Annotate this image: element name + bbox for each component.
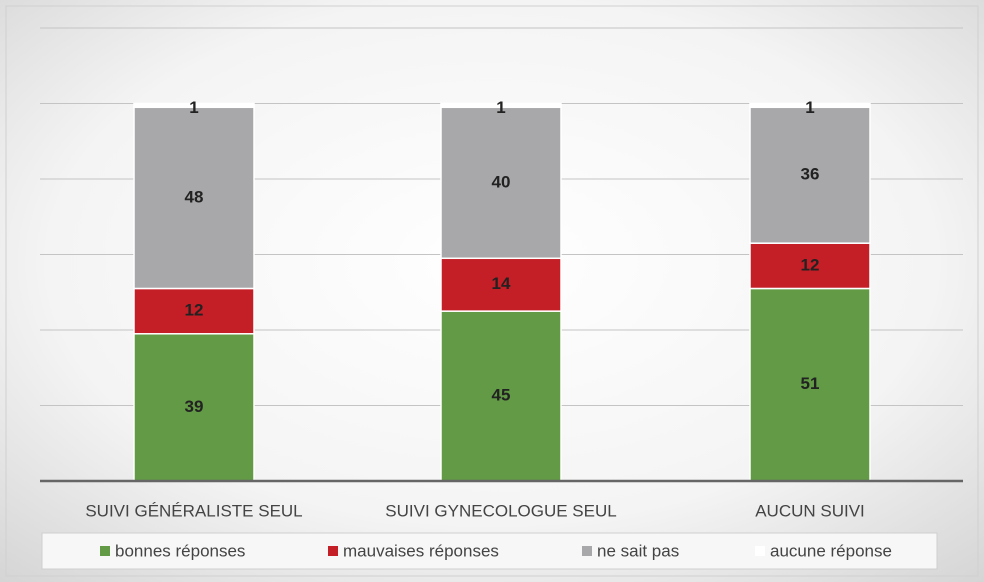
bar-segment <box>440 257 562 312</box>
legend-swatch <box>100 546 110 556</box>
legend-box <box>41 532 938 570</box>
data-label: 51 <box>801 374 820 393</box>
bar-segment <box>133 287 255 335</box>
x-tick-label: SUIVI GYNECOLOGUE SEUL <box>385 501 616 520</box>
bar-segment <box>749 242 871 290</box>
legend-swatch <box>328 546 338 556</box>
legend-label: bonnes réponses <box>115 541 245 560</box>
data-label: 48 <box>185 187 204 206</box>
data-label: 1 <box>189 98 198 117</box>
data-label: 45 <box>492 386 511 405</box>
bar-segment <box>440 106 562 260</box>
bar-segment <box>749 287 871 482</box>
x-tick-label: SUIVI GÉNÉRALISTE SEUL <box>85 501 302 520</box>
data-label: 12 <box>185 301 204 320</box>
legend-label: aucune réponse <box>770 541 892 560</box>
legend-label: ne sait pas <box>597 541 679 560</box>
legend-swatch <box>582 546 592 556</box>
x-tick-label: AUCUN SUIVI <box>755 501 865 520</box>
legend-label: mauvaises réponses <box>343 541 499 560</box>
data-label: 14 <box>492 274 511 293</box>
data-label: 36 <box>801 165 820 184</box>
bar-segment <box>133 106 255 290</box>
data-label: 1 <box>805 98 814 117</box>
bar-segment <box>749 106 871 244</box>
data-label: 40 <box>492 172 511 191</box>
bar-segment <box>440 102 562 109</box>
bar-segment <box>133 102 255 109</box>
data-label: 12 <box>801 255 820 274</box>
frame <box>5 5 979 577</box>
legend-swatch <box>755 546 765 556</box>
data-label: 39 <box>185 397 204 416</box>
bar-segment <box>440 310 562 482</box>
bar-segment <box>749 102 871 109</box>
bar-segment <box>133 333 255 482</box>
data-label: 1 <box>496 98 505 117</box>
